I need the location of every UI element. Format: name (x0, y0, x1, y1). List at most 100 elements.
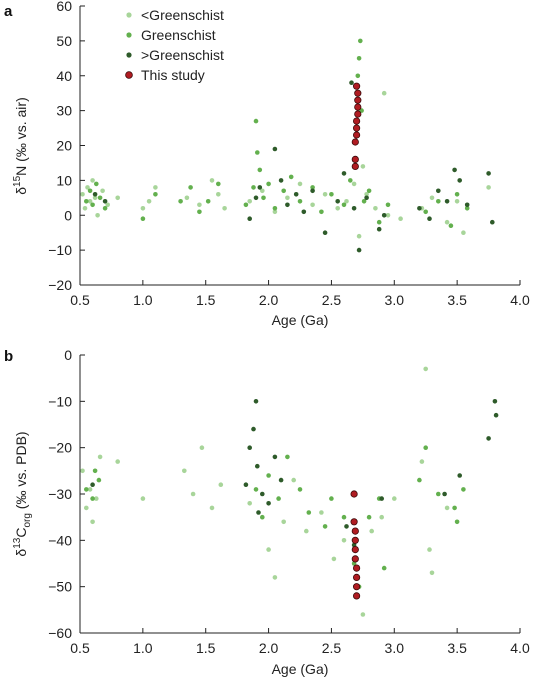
x-tick-label: 4.0 (510, 640, 530, 656)
plot-area-a (80, 38, 495, 253)
y-axis-title-b-tail: (‰ vs. PDB) (13, 431, 29, 513)
data-point-greenschist (452, 505, 457, 511)
panel-label-a: a (4, 3, 13, 20)
data-point-greenschist (84, 487, 89, 492)
data-point-this-study (351, 162, 359, 170)
panel-b: b 0.5 1.0 1.5 2.0 2.5 3.0 3.5 4.0 −60−50−40−30−… (4, 347, 530, 677)
data-point-greenschist (341, 171, 347, 176)
data-point-greenschist (461, 230, 466, 235)
data-point-greenschist (490, 219, 495, 225)
data-point-greenschist (257, 167, 263, 173)
legend-marker-low (126, 12, 132, 18)
data-point-greenschist (355, 73, 361, 79)
data-point-greenschist (381, 565, 387, 571)
data-point-greenschist (436, 491, 441, 497)
data-point-greenschist (261, 195, 266, 201)
y-axis-title-b: δ13Corg (‰ vs. PDB) (12, 431, 33, 556)
data-point-greenschist (306, 510, 312, 515)
data-point-greenschist (257, 185, 263, 190)
data-point-greenschist (266, 547, 271, 552)
data-point-greenschist (243, 202, 249, 208)
data-point-this-study (351, 138, 359, 146)
data-point-greenschist (272, 209, 278, 215)
x-axis-title-b: Age (Ga) (272, 661, 329, 677)
data-point-this-study (350, 490, 358, 498)
x-tick-label: 2.0 (259, 640, 279, 656)
data-point-this-study (350, 518, 358, 526)
data-point-greenschist (366, 188, 372, 194)
data-point-greenschist (297, 199, 303, 204)
data-point-greenschist (486, 171, 491, 176)
data-point-greenschist (423, 366, 429, 372)
data-point-greenschist (247, 445, 252, 451)
data-point-greenschist (322, 524, 328, 529)
data-point-greenschist (457, 178, 463, 183)
x-tick-label: 3.5 (447, 640, 467, 656)
data-point-greenschist (444, 219, 450, 225)
data-point-greenschist (423, 209, 429, 215)
data-point-greenschist (266, 181, 271, 187)
data-point-greenschist (140, 206, 146, 211)
data-point-greenschist (140, 496, 146, 501)
data-point-greenschist (310, 185, 315, 190)
data-point-greenschist (178, 199, 183, 204)
data-point-greenschist (493, 412, 499, 418)
data-point-this-study (354, 96, 362, 104)
legend-marker-mid (126, 32, 132, 38)
data-point-greenschist (216, 192, 221, 197)
data-point-greenschist (385, 202, 391, 208)
data-point-greenschist (373, 206, 378, 211)
data-point-this-study (354, 89, 362, 97)
legend-label-mid: Greenschist (141, 27, 216, 43)
data-point-greenschist (429, 570, 435, 576)
data-point-greenschist (272, 454, 278, 460)
data-point-greenschist (253, 195, 259, 201)
x-ticks-b: 0.5 1.0 1.5 2.0 2.5 3.0 3.5 4.0 (70, 628, 530, 656)
data-point-greenschist (281, 188, 287, 194)
x-tick-label: 1.0 (133, 292, 153, 308)
data-point-greenschist (285, 454, 290, 460)
legend-label-study: This study (141, 67, 205, 83)
x-tick-label: 0.5 (70, 292, 90, 308)
data-point-greenschist (115, 195, 120, 201)
data-point-greenschist (96, 477, 102, 483)
y-tick-label: 40 (56, 68, 72, 84)
data-point-greenschist (297, 181, 303, 187)
data-point-greenschist (442, 491, 447, 497)
x-tick-label: 2.5 (322, 292, 342, 308)
data-point-this-study (354, 103, 362, 111)
y-ticks-b: −60 −50 −40 −30 −20 −10 0 (48, 347, 85, 641)
x-tick-label: 3.0 (385, 292, 405, 308)
y-tick-label: −60 (48, 625, 72, 641)
data-point-greenschist (285, 202, 290, 208)
data-point-greenschist (291, 477, 297, 483)
data-point-greenschist (256, 510, 261, 515)
x-tick-label: 4.0 (510, 292, 530, 308)
data-point-greenschist (272, 206, 278, 211)
data-point-greenschist (322, 230, 328, 235)
data-point-greenschist (82, 206, 88, 211)
data-point-greenschist (216, 181, 221, 187)
data-point-greenschist (260, 491, 265, 497)
data-point-greenschist (146, 199, 152, 204)
data-point-greenschist (304, 528, 309, 534)
x-tick-label: 3.5 (447, 292, 467, 308)
data-point-greenschist (381, 90, 387, 96)
data-point-greenschist (364, 195, 369, 201)
data-point-greenschist (222, 206, 227, 211)
y-tick-label: 20 (56, 138, 72, 154)
data-point-greenschist (251, 185, 256, 190)
x-axis-title-a: Age (Ga) (272, 312, 329, 328)
data-point-greenschist (276, 496, 281, 501)
data-point-greenschist (423, 445, 429, 451)
y-axis-title-a-sup: 15 (12, 175, 23, 187)
data-point-greenschist (182, 468, 187, 474)
data-point-greenschist (254, 150, 260, 155)
data-point-greenschist (448, 223, 454, 228)
data-point-greenschist (351, 181, 357, 187)
data-point-greenschist (253, 399, 259, 404)
data-point-greenschist (272, 575, 278, 580)
panel-a: a 0.5 1.0 1.5 2.0 2.5 3.0 3.5 4.0 −20 −10 0 10 20 30… (4, 0, 530, 328)
data-point-greenschist (417, 477, 422, 483)
